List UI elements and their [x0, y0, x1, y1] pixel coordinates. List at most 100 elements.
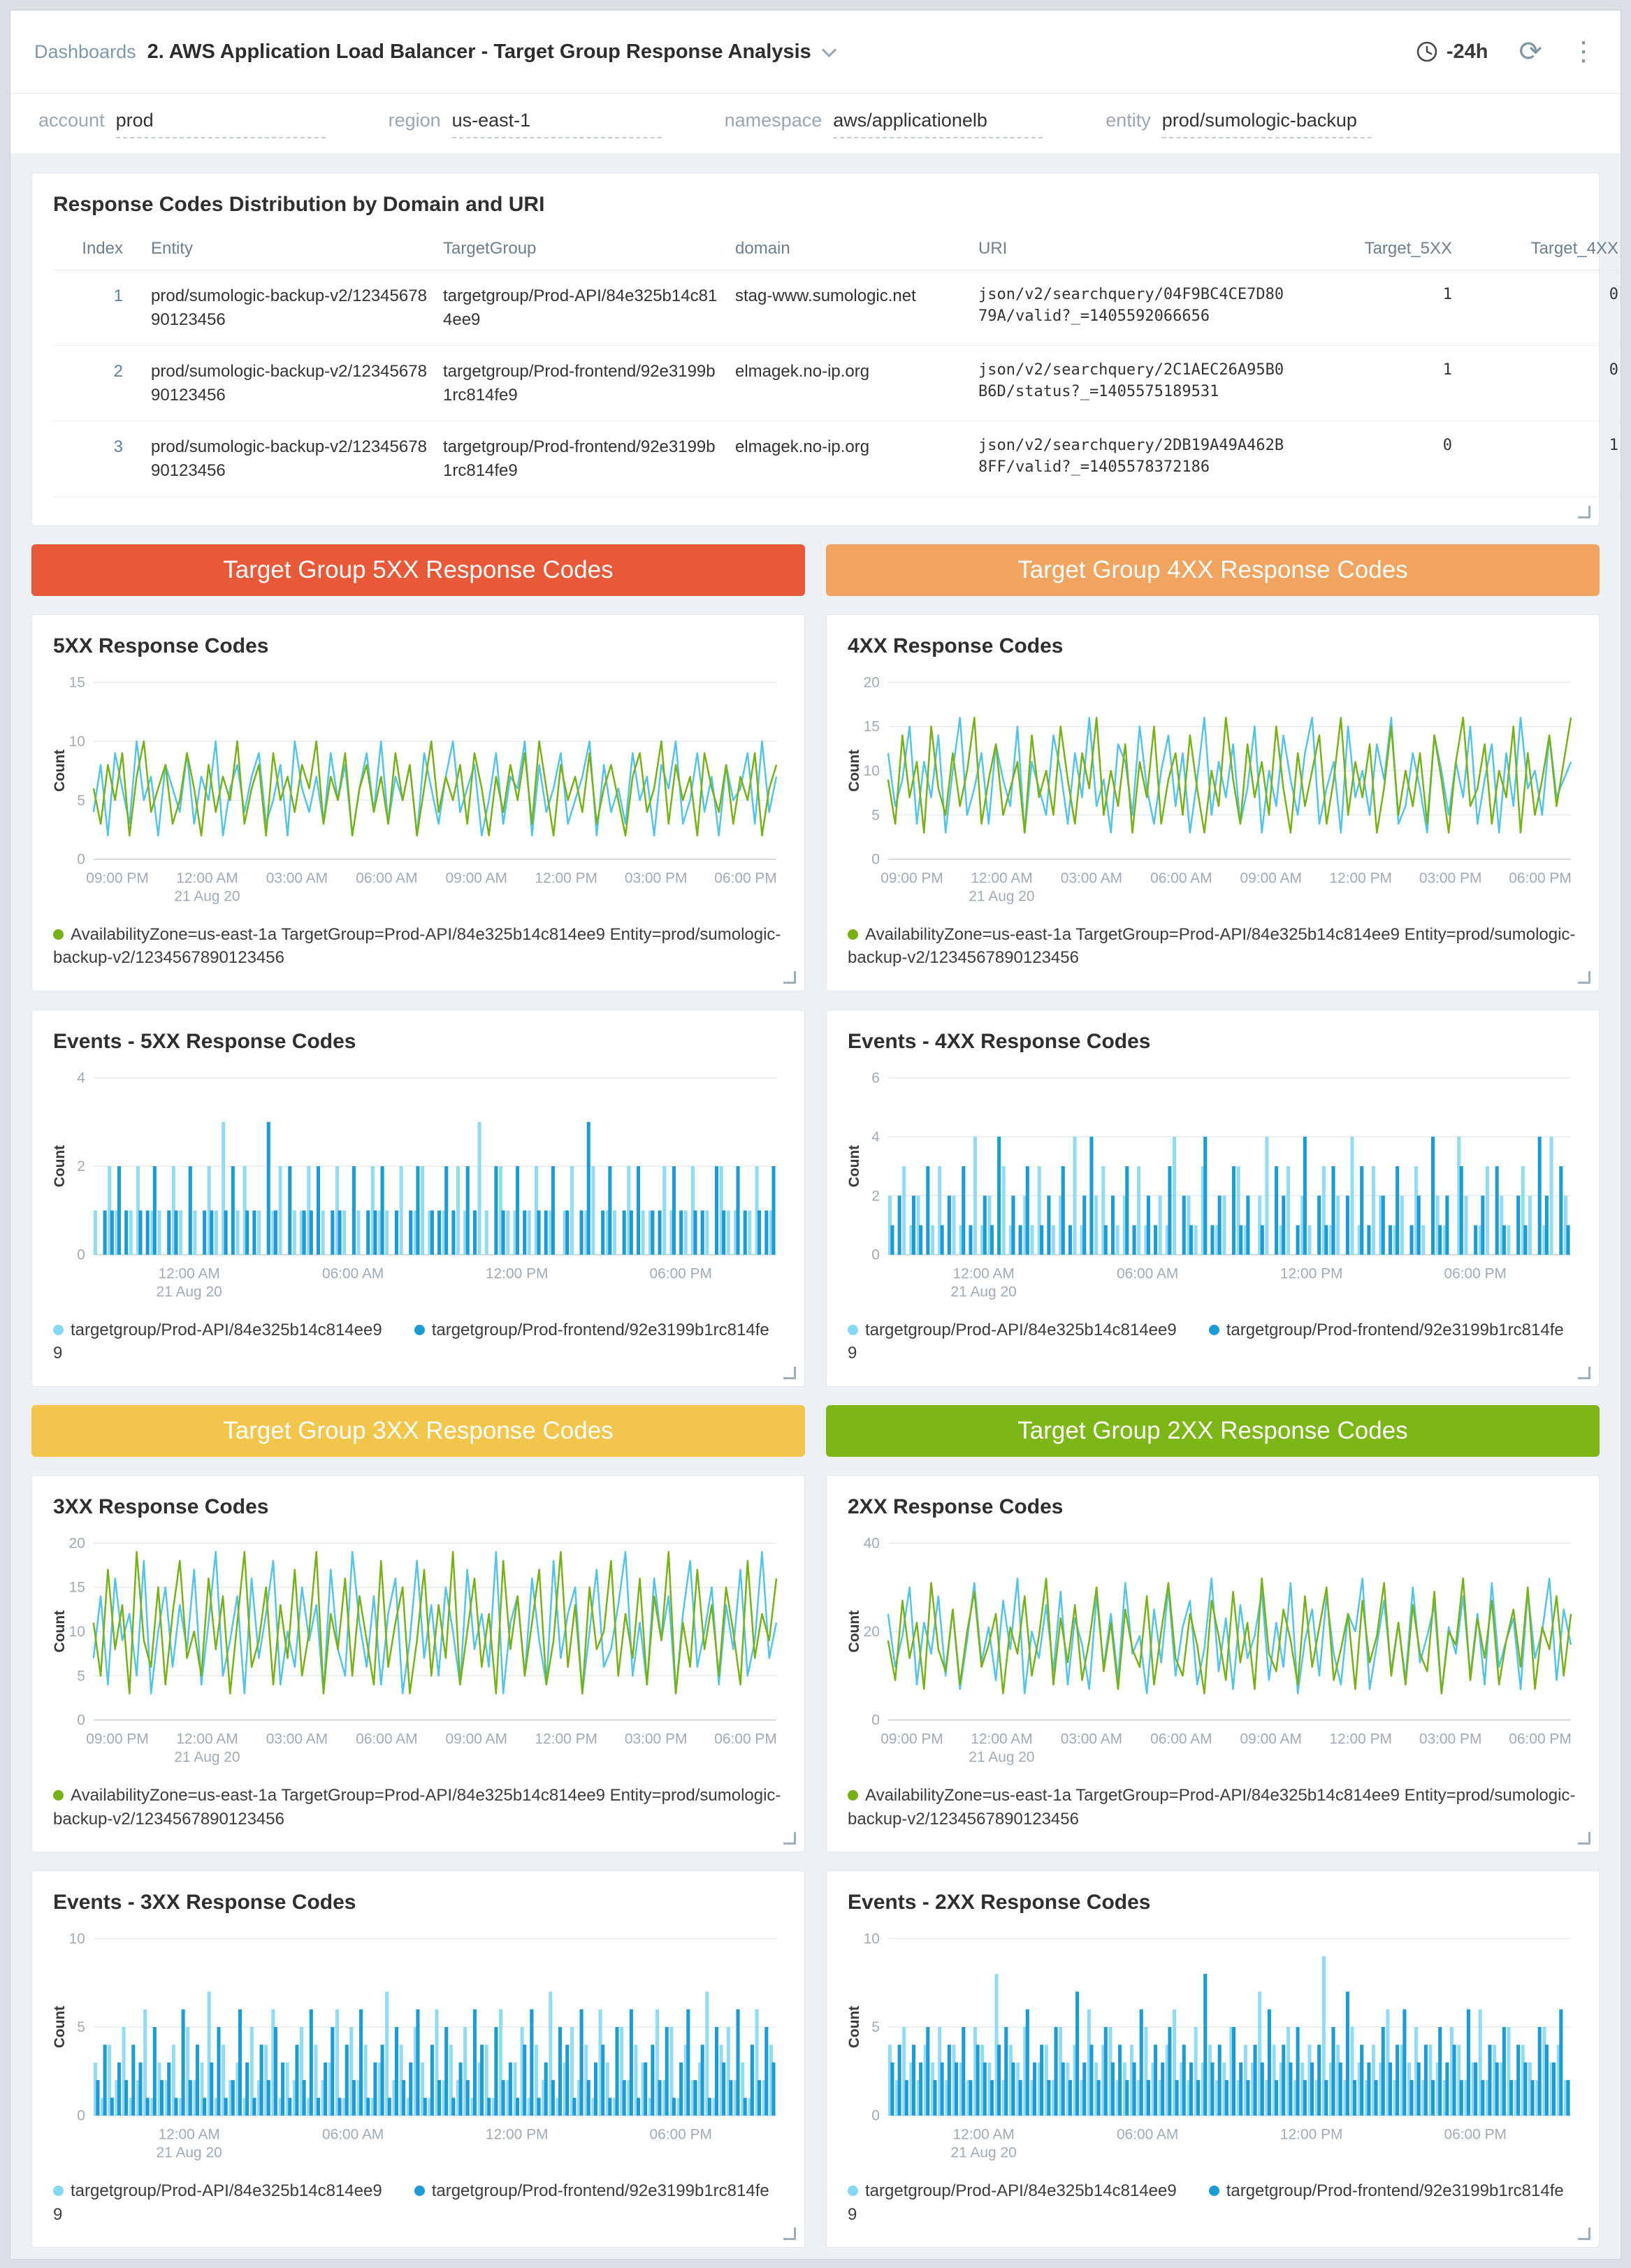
legend-item[interactable]: targetgroup/Prod-frontend/92e3199b1rc814… — [848, 2181, 1564, 2224]
column-header[interactable]: URI — [978, 232, 1305, 270]
svg-text:06:00 PM: 06:00 PM — [714, 1731, 777, 1747]
legend-item[interactable]: targetgroup/Prod-API/84e325b14c814ee9 — [848, 1321, 1177, 1339]
chart-events-5xx-canvas[interactable]: 0 2 4 Count 12:00 AM 21 Aug 20 06:00 AM 12:00 P… — [52, 1069, 783, 1310]
banner-3xx: Target Group 3XX Response Codes — [31, 1404, 805, 1457]
svg-text:21 Aug 20: 21 Aug 20 — [951, 2145, 1017, 2161]
table-cell: prod/sumologic-backup-v2/123456789012345… — [151, 270, 443, 347]
filter-entity-value[interactable]: prod/sumologic-backup — [1161, 110, 1372, 138]
table-cell: json/v2/searchquery/2DB19A49A462B8FF/val… — [978, 421, 1305, 497]
svg-text:21 Aug 20: 21 Aug 20 — [157, 2145, 222, 2161]
legend-item[interactable]: targetgroup/Prod-API/84e325b14c814ee9 — [53, 2181, 382, 2200]
legend-item[interactable]: targetgroup/Prod-API/84e325b14c814ee9 — [848, 2181, 1177, 2200]
chart-title: Events - 4XX Response Codes — [848, 1029, 1151, 1053]
chart-3xx-canvas[interactable]: 0 5 10 15 20 Count 09:00 PM 12:00 AM 21 Aug 20 03… — [52, 1534, 783, 1775]
resize-handle[interactable] — [1578, 1366, 1590, 1379]
svg-text:03:00 PM: 03:00 PM — [1419, 1731, 1482, 1747]
chart-5xx-canvas[interactable]: 0 5 10 15 Count 09:00 PM 12:00 AM 21 Aug 20 03:0… — [52, 674, 783, 915]
column-header[interactable]: Entity — [151, 232, 443, 270]
column-header[interactable]: Index — [53, 232, 151, 270]
legend-label: AvailabilityZone=us-east-1a TargetGroup=… — [848, 1785, 1576, 1829]
legend-dot-icon — [1208, 1324, 1219, 1335]
svg-text:15: 15 — [864, 718, 880, 734]
svg-text:Count: Count — [53, 2006, 68, 2048]
legend-item[interactable]: targetgroup/Prod-API/84e325b14c814ee9 — [53, 1321, 382, 1339]
legend-item[interactable]: targetgroup/Prod-frontend/92e3199b1rc814… — [53, 2181, 769, 2224]
svg-text:06:00 PM: 06:00 PM — [1444, 1265, 1507, 1281]
svg-text:06:00 AM: 06:00 AM — [356, 1731, 417, 1747]
resize-handle[interactable] — [1578, 505, 1590, 518]
legend-item[interactable]: AvailabilityZone=us-east-1a TargetGroup=… — [848, 1786, 1575, 1829]
panel-4xx-response-codes: 4XX Response Codes 0 5 10 15 20 Count 09:00 PM… — [826, 613, 1600, 991]
svg-text:0: 0 — [871, 1246, 880, 1263]
legend-label: targetgroup/Prod-API/84e325b14c814ee9 — [71, 2181, 382, 2201]
chart-title: 2XX Response Codes — [848, 1495, 1064, 1518]
filter-account-value[interactable]: prod — [115, 110, 326, 138]
svg-text:21 Aug 20: 21 Aug 20 — [174, 888, 240, 904]
legend-item[interactable]: AvailabilityZone=us-east-1a TargetGroup=… — [53, 1786, 781, 1829]
chart-2xx-canvas[interactable]: 0 20 40 Count 09:00 PM 12:00 AM 21 Aug 20 03:00… — [846, 1534, 1578, 1775]
kebab-menu-icon[interactable]: ⋮ — [1570, 37, 1597, 66]
breadcrumb[interactable]: Dashboards — [34, 41, 136, 62]
svg-text:20: 20 — [864, 1624, 880, 1640]
filter-region-value[interactable]: us-east-1 — [451, 110, 662, 138]
legend-label: targetgroup/Prod-API/84e325b14c814ee9 — [865, 1320, 1177, 1339]
svg-text:09:00 AM: 09:00 AM — [446, 1731, 507, 1747]
svg-text:6: 6 — [871, 1070, 880, 1086]
legend-item[interactable]: targetgroup/Prod-frontend/92e3199b1rc814… — [53, 1321, 769, 1363]
resize-handle[interactable] — [783, 971, 796, 984]
chevron-down-icon[interactable] — [821, 42, 836, 57]
svg-text:20: 20 — [69, 1535, 85, 1551]
column-header[interactable]: domain — [735, 232, 978, 270]
chart-events-2xx-canvas[interactable]: 0 5 10 Count 12:00 AM 21 Aug 20 06:00 AM 12:00 … — [846, 1930, 1578, 2171]
svg-text:10: 10 — [864, 1931, 880, 1947]
svg-text:03:00 AM: 03:00 AM — [1061, 870, 1122, 886]
legend-label: targetgroup/Prod-frontend/92e3199b1rc814… — [848, 1320, 1564, 1363]
refresh-icon[interactable]: ⟳ — [1518, 36, 1542, 67]
column-header[interactable]: Target_5XX — [1305, 232, 1465, 270]
table-row: 3 prod/sumologic-backup-v2/12345678901234… — [53, 421, 1621, 497]
svg-text:40: 40 — [864, 1535, 880, 1551]
chart-title: 4XX Response Codes — [848, 634, 1064, 657]
filter-namespace-value[interactable]: aws/applicationelb — [833, 110, 1043, 138]
svg-text:21 Aug 20: 21 Aug 20 — [969, 888, 1034, 904]
resize-handle[interactable] — [1578, 971, 1590, 984]
svg-text:5: 5 — [871, 807, 880, 823]
svg-text:21 Aug 20: 21 Aug 20 — [157, 1284, 222, 1300]
resize-handle[interactable] — [783, 2227, 796, 2241]
svg-text:12:00 PM: 12:00 PM — [535, 1731, 597, 1747]
panel-events-5xx: Events - 5XX Response Codes 0 2 4 Count 12:0… — [31, 1009, 805, 1387]
chart-title: 5XX Response Codes — [53, 634, 269, 657]
legend-dot-icon — [1208, 2186, 1219, 2197]
chart-events-3xx-canvas[interactable]: 0 5 10 Count 12:00 AM 21 Aug 20 06:00 AM 12:00 … — [52, 1930, 783, 2171]
resize-handle[interactable] — [1578, 1832, 1590, 1845]
resize-handle[interactable] — [1578, 2227, 1590, 2241]
svg-text:09:00 PM: 09:00 PM — [86, 1731, 149, 1747]
banner-5xx: Target Group 5XX Response Codes — [31, 544, 805, 596]
chart-events-4xx-canvas[interactable]: 0 2 4 6 Count 12:00 AM 21 Aug 20 06:00 AM 12:00 … — [846, 1069, 1578, 1310]
table-cell: json/v2/searchquery/2C1AEC26A95B0B6D/sta… — [978, 345, 1305, 422]
table-cell: targetgroup/Prod-frontend/92e3199b1rc814… — [443, 345, 735, 422]
svg-text:10: 10 — [69, 1624, 85, 1640]
resize-handle[interactable] — [783, 1366, 796, 1379]
svg-text:2: 2 — [77, 1158, 85, 1175]
legend-dot-icon — [53, 1324, 64, 1335]
svg-text:06:00 PM: 06:00 PM — [1509, 1731, 1572, 1747]
svg-text:10: 10 — [69, 1931, 85, 1947]
legend-item[interactable]: AvailabilityZone=us-east-1a TargetGroup=… — [848, 925, 1575, 967]
svg-text:2: 2 — [871, 1188, 880, 1204]
legend-item[interactable]: AvailabilityZone=us-east-1a TargetGroup=… — [53, 925, 781, 967]
table-cell: elmagek.no-ip.org — [735, 345, 978, 422]
response-codes-table: Index Entity TargetGroup domain URI Target_5X… — [53, 232, 1621, 497]
svg-text:0: 0 — [77, 1713, 85, 1729]
svg-text:0: 0 — [77, 1246, 85, 1263]
svg-text:0: 0 — [871, 2108, 880, 2124]
chart-4xx-canvas[interactable]: 0 5 10 15 20 Count 09:00 PM 12:00 AM 21 Aug 20 03… — [846, 674, 1578, 915]
resize-handle[interactable] — [783, 1832, 796, 1845]
svg-text:06:00 PM: 06:00 PM — [1509, 870, 1572, 886]
legend-item[interactable]: targetgroup/Prod-frontend/92e3199b1rc814… — [848, 1321, 1564, 1363]
svg-text:12:00 PM: 12:00 PM — [486, 1265, 549, 1281]
column-header[interactable]: TargetGroup — [443, 232, 735, 270]
svg-text:12:00 PM: 12:00 PM — [486, 2127, 549, 2143]
time-range-control[interactable]: -24h — [1416, 41, 1488, 64]
column-header[interactable]: Target_4XX — [1465, 232, 1621, 270]
